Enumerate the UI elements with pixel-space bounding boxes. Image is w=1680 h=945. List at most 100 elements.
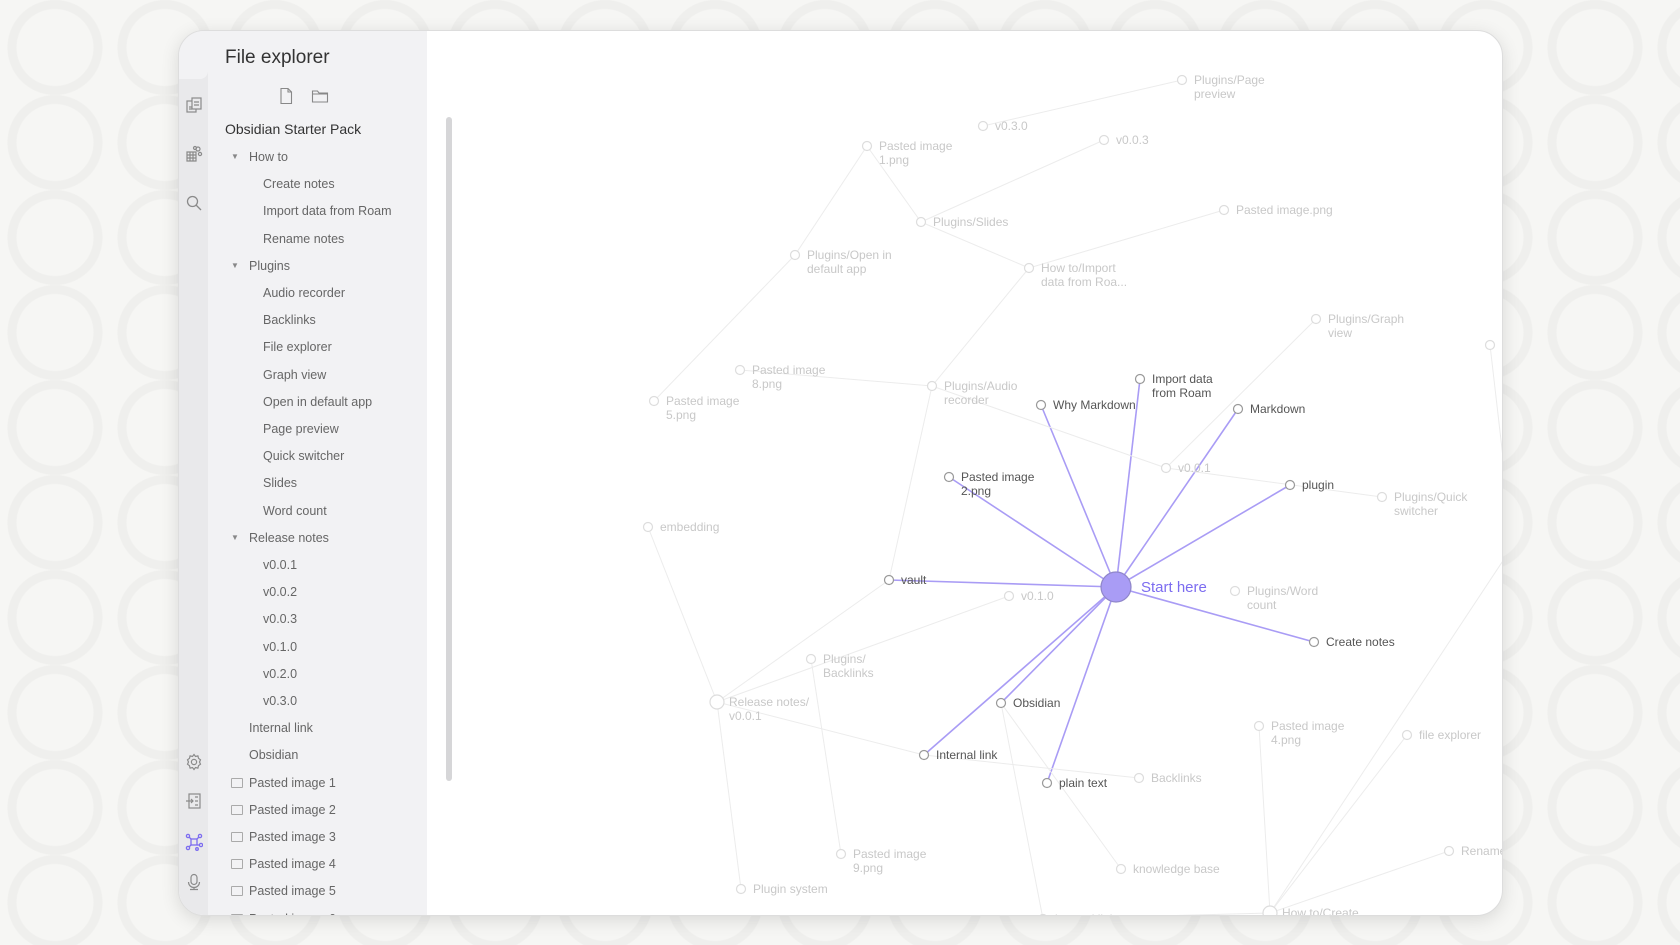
plugins-icon[interactable] — [185, 145, 203, 163]
node-circle[interactable] — [734, 364, 746, 376]
file-item[interactable]: Graph view — [263, 367, 327, 382]
node-circle[interactable] — [1115, 863, 1127, 875]
graph-node[interactable]: Pasted image.png — [1218, 203, 1333, 217]
file-item[interactable]: v0.1.0 — [263, 639, 298, 654]
graph-node[interactable]: Rename notes — [1443, 844, 1504, 858]
file-item[interactable]: Pasted image 6 — [249, 910, 336, 915]
file-item[interactable]: Internal link — [249, 721, 313, 736]
node-circle[interactable] — [1003, 590, 1015, 602]
file-item[interactable]: v0.0.3 — [263, 612, 298, 627]
file-item[interactable]: Backlinks — [263, 313, 316, 328]
graph-node[interactable]: Markdown — [1232, 402, 1306, 416]
node-circle[interactable] — [1262, 905, 1278, 916]
graph-node[interactable]: embedding — [642, 520, 720, 534]
node-circle[interactable] — [1253, 720, 1265, 732]
graph-node[interactable]: Plugins/Quick switcher — [1376, 490, 1469, 518]
file-item[interactable]: Create notes — [263, 177, 335, 192]
node-circle[interactable] — [861, 140, 873, 152]
graph-node[interactable]: Plugins/Page preview — [1176, 73, 1266, 101]
node-circle[interactable] — [648, 395, 660, 407]
node-circle[interactable] — [835, 848, 847, 860]
graph-node[interactable]: v0.3.0 — [977, 119, 1029, 133]
node-circle[interactable] — [735, 883, 747, 895]
node-circle[interactable] — [1098, 134, 1110, 146]
graph-node[interactable]: Pasted image7.png — [1484, 338, 1504, 366]
file-item[interactable]: Rename notes — [263, 231, 345, 246]
graph-view-icon[interactable] — [185, 833, 203, 851]
file-item[interactable]: Audio recorder — [263, 286, 345, 300]
graph-node[interactable]: Pasted image 1.png — [861, 139, 953, 167]
folder-item[interactable]: How to — [249, 150, 288, 164]
graph-node[interactable]: plugin — [1284, 478, 1335, 492]
file-item[interactable]: Pasted image 3 — [249, 830, 336, 844]
node-circle[interactable] — [915, 216, 927, 228]
file-item[interactable]: Pasted image 5 — [249, 884, 336, 899]
node-circle[interactable] — [1484, 339, 1496, 351]
graph-canvas[interactable]: Plugins/Page preview v0.3.0 v0.0.3 Pasted im… — [427, 31, 1503, 916]
graph-view[interactable]: Plugins/Page preview v0.3.0 v0.0.3 Pasted im… — [427, 31, 1503, 916]
graph-node[interactable]: Plugins/Backlinks — [805, 652, 874, 680]
graph-node[interactable]: file explorer — [1401, 728, 1482, 742]
node-circle[interactable] — [943, 471, 955, 483]
node-circle[interactable] — [926, 380, 938, 392]
node-circle[interactable] — [977, 120, 989, 132]
file-item[interactable]: Slides — [263, 476, 298, 491]
graph-node[interactable]: Internal link — [918, 748, 999, 762]
node-circle[interactable] — [1039, 913, 1048, 917]
sidebar-scrollbar[interactable] — [446, 117, 452, 781]
node-circle[interactable] — [1035, 399, 1047, 411]
graph-node[interactable]: knowledge base — [1115, 862, 1221, 876]
graph-node[interactable]: vault — [883, 573, 928, 587]
file-item[interactable]: Obsidian — [249, 748, 299, 763]
node-circle[interactable] — [1443, 845, 1455, 857]
file-item[interactable]: Pasted image 4 — [249, 857, 336, 872]
node-circle[interactable] — [1310, 313, 1322, 325]
folder-item[interactable]: Release notes — [249, 530, 329, 545]
graph-node[interactable]: internal link — [1039, 912, 1117, 916]
file-item[interactable]: Open in default app — [263, 394, 373, 409]
file-item[interactable]: Page preview — [263, 422, 339, 436]
node-circle[interactable] — [1218, 204, 1230, 216]
file-item[interactable]: Pasted image 2 — [249, 802, 336, 817]
graph-node[interactable]: Plugin system — [735, 882, 828, 896]
graph-node[interactable]: Pasted image 5.png — [648, 394, 740, 422]
file-item[interactable]: File explorer — [263, 340, 332, 355]
file-item[interactable]: Word count — [263, 503, 327, 518]
graph-node[interactable]: How to/Import data from Roa... — [1023, 261, 1128, 289]
graph-node[interactable]: Create notes — [1308, 635, 1395, 649]
graph-node[interactable]: Plugins/Word count — [1229, 584, 1319, 612]
file-item[interactable]: Import data from Roam — [263, 204, 392, 219]
new-note-icon[interactable] — [277, 87, 295, 105]
file-item[interactable]: v0.0.1 — [263, 558, 298, 572]
node-circle[interactable] — [1308, 636, 1320, 648]
node-circle[interactable] — [1376, 491, 1388, 503]
file-item[interactable]: v0.0.2 — [263, 585, 298, 600]
graph-node[interactable]: plain text — [1041, 776, 1108, 790]
node-circle[interactable] — [1133, 772, 1145, 784]
graph-node[interactable]: Obsidian — [995, 696, 1061, 710]
graph-node[interactable]: v0.0.1 — [1160, 461, 1212, 475]
collapse-arrow-icon[interactable]: ▼ — [231, 532, 239, 542]
node-circle[interactable] — [1176, 74, 1188, 86]
graph-node[interactable]: v0.1.0 — [1003, 589, 1055, 603]
collapse-arrow-icon[interactable]: ▼ — [231, 152, 239, 161]
folder-item[interactable]: Plugins — [249, 258, 290, 273]
graph-node[interactable]: Pasted image 8.png — [734, 363, 826, 391]
graph-node[interactable]: v0.0.3 — [1098, 133, 1150, 147]
node-circle[interactable] — [642, 521, 654, 533]
node-circle[interactable] — [1041, 777, 1053, 789]
node-circle[interactable] — [1100, 571, 1132, 603]
graph-node[interactable]: Why Markdown — [1035, 398, 1136, 412]
node-circle[interactable] — [1160, 462, 1172, 474]
node-circle[interactable] — [709, 694, 725, 710]
node-circle[interactable] — [789, 249, 801, 261]
node-circle[interactable] — [1401, 729, 1413, 741]
node-circle[interactable] — [883, 574, 895, 586]
node-circle[interactable] — [1134, 373, 1146, 385]
files-icon[interactable] — [185, 96, 203, 114]
file-item[interactable]: v0.2.0 — [263, 666, 298, 681]
settings-icon[interactable] — [185, 753, 203, 771]
node-circle[interactable] — [1023, 262, 1035, 274]
graph-node[interactable]: Start here — [1100, 571, 1207, 603]
